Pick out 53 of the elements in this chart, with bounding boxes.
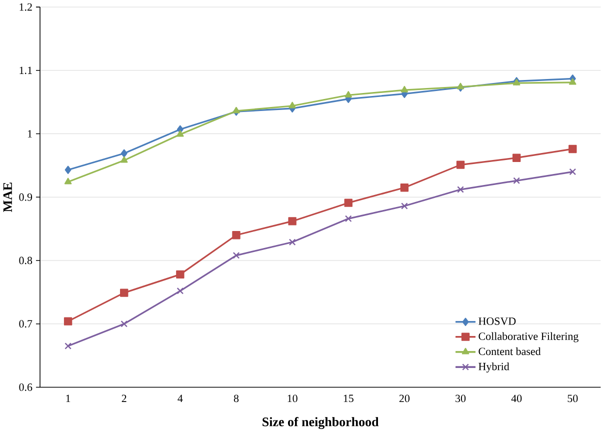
point bbox=[569, 168, 576, 176]
point bbox=[176, 270, 184, 278]
point bbox=[64, 317, 72, 326]
x-tick-label: 8 bbox=[234, 394, 239, 402]
y-tick-label: 0.7 bbox=[19, 320, 32, 328]
point bbox=[401, 202, 408, 210]
legend-label: HOSVD bbox=[478, 317, 516, 325]
point bbox=[120, 288, 128, 297]
point bbox=[512, 154, 521, 162]
y-tick-label: 0.8 bbox=[19, 256, 32, 264]
y-tick-label: 0.9 bbox=[19, 193, 32, 201]
legend-label: Content based bbox=[478, 347, 541, 355]
x-tick-label: 1 bbox=[66, 394, 70, 402]
point bbox=[344, 198, 352, 207]
point bbox=[456, 160, 465, 169]
y-tick-label: 1.1 bbox=[20, 66, 32, 74]
point bbox=[64, 178, 72, 184]
y-axis-title: MAE bbox=[3, 182, 12, 212]
point bbox=[232, 252, 240, 259]
point bbox=[344, 215, 352, 222]
point bbox=[120, 320, 128, 328]
y-tick-label: 1 bbox=[28, 130, 32, 138]
x-tick-label: 50 bbox=[568, 394, 578, 402]
x-tick-label: 2 bbox=[122, 394, 126, 402]
legend-label: Hybrid bbox=[478, 362, 510, 372]
point bbox=[232, 230, 240, 240]
point bbox=[288, 238, 296, 246]
point bbox=[513, 177, 520, 184]
point bbox=[400, 183, 409, 192]
point bbox=[457, 186, 464, 193]
point bbox=[64, 166, 72, 174]
point bbox=[120, 149, 128, 158]
point bbox=[568, 144, 577, 153]
point bbox=[400, 86, 408, 92]
x-tick-label: 15 bbox=[344, 394, 354, 402]
point bbox=[344, 90, 352, 98]
point bbox=[569, 78, 576, 85]
y-tick-label: 1.2 bbox=[20, 3, 32, 11]
x-tick-label: 20 bbox=[399, 394, 410, 402]
x-tick-label: 40 bbox=[511, 394, 522, 402]
x-tick-label: 30 bbox=[456, 394, 466, 402]
x-axis-title: Size of neighborhood bbox=[262, 416, 379, 429]
point bbox=[232, 106, 240, 114]
point bbox=[64, 342, 72, 350]
point bbox=[120, 156, 128, 163]
x-tick-label: 4 bbox=[178, 394, 183, 402]
legend-label: Collaborative Filtering bbox=[478, 332, 578, 342]
point bbox=[176, 287, 184, 294]
point bbox=[288, 102, 296, 108]
x-tick-label: 10 bbox=[288, 394, 298, 402]
point bbox=[288, 216, 296, 226]
point bbox=[176, 130, 184, 137]
y-tick-label: 0.6 bbox=[19, 383, 32, 391]
